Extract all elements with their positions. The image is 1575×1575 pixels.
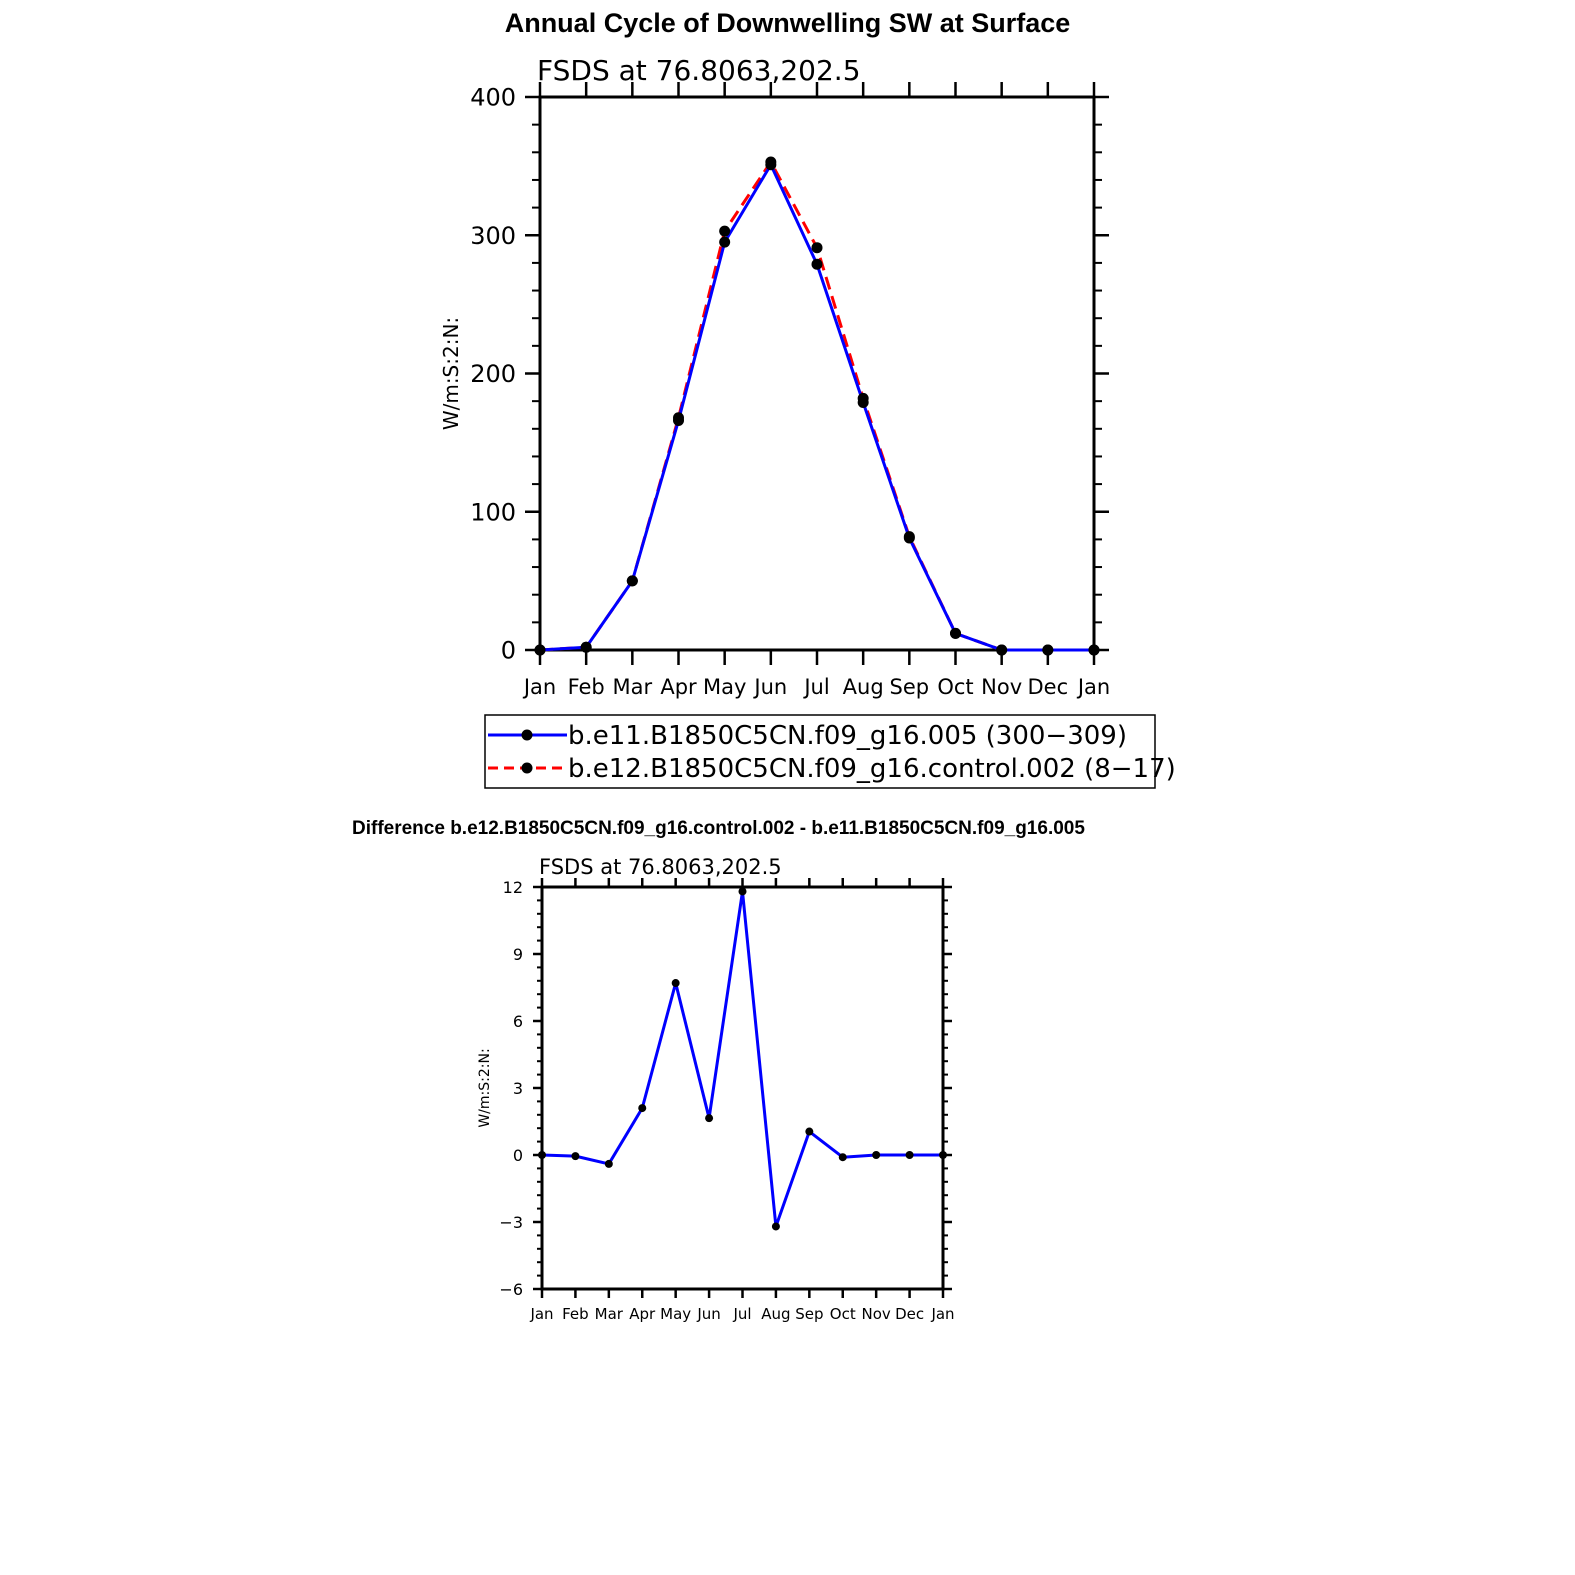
legend-label: b.e11.B1850C5CN.f09_g16.005 (300−309) <box>568 721 1127 751</box>
plot-frame <box>540 885 945 1291</box>
series-line <box>539 160 1094 652</box>
y-tick-label: 3 <box>513 1079 523 1098</box>
legend-label: b.e12.B1850C5CN.f09_g16.control.002 (8−1… <box>568 754 1176 784</box>
data-point <box>811 258 823 270</box>
x-tick-label: Jan <box>522 675 556 699</box>
y-tick-label: 0 <box>501 637 516 665</box>
data-point <box>671 979 680 988</box>
data-point <box>534 644 546 656</box>
y-tick-label: 300 <box>470 222 516 250</box>
x-tick-label: Jun <box>752 675 787 699</box>
data-point <box>638 1104 647 1113</box>
y-tick-label: 400 <box>470 84 516 112</box>
y-tick-label: 100 <box>470 498 516 526</box>
data-point <box>719 236 731 248</box>
x-tick-label: Mar <box>595 1305 624 1323</box>
plot-frame <box>538 95 1096 652</box>
data-point <box>996 644 1008 656</box>
data-point <box>838 1153 847 1162</box>
y-tick-label: 12 <box>503 878 523 897</box>
x-tick-label: Oct <box>830 1305 856 1323</box>
data-point <box>626 575 638 587</box>
x-tick-label: Jul <box>802 675 829 699</box>
x-tick-label: Apr <box>660 675 697 699</box>
data-point <box>705 1114 714 1123</box>
x-tick-label: Apr <box>629 1305 656 1323</box>
x-tick-label: Jan <box>930 1305 954 1323</box>
data-point <box>538 1151 546 1159</box>
series-line <box>539 163 1094 652</box>
x-tick-label: Sep <box>890 675 930 699</box>
data-point <box>771 1222 780 1231</box>
difference-chart-title: Difference b.e12.B1850C5CN.f09_g16.contr… <box>352 818 1085 839</box>
data-point <box>580 641 592 653</box>
x-tick-label: May <box>660 1305 691 1323</box>
y-axis-label: W/m:S:2:N: <box>477 1048 493 1127</box>
x-tick-label: Nov <box>981 675 1022 699</box>
x-tick-label: Jun <box>696 1305 720 1323</box>
x-tick-label: Jul <box>732 1305 751 1323</box>
data-point <box>571 1152 580 1161</box>
x-tick-label: Dec <box>1028 675 1069 699</box>
x-tick-label: Sep <box>795 1305 823 1323</box>
data-point <box>950 627 961 639</box>
data-point <box>673 412 684 424</box>
legend: b.e11.B1850C5CN.f09_g16.005 (300−309)b.e… <box>484 714 1176 789</box>
chart-title: Annual Cycle of Downwelling SW at Surfac… <box>504 8 1071 38</box>
data-point <box>738 887 747 896</box>
data-point <box>811 242 823 254</box>
y-tick-label: 6 <box>513 1012 523 1031</box>
x-tick-label: Aug <box>843 675 884 699</box>
chart-subtitle: FSDS at 76.8063,202.5 <box>537 54 861 87</box>
x-tick-label: Aug <box>761 1305 790 1323</box>
series-line <box>541 889 943 1228</box>
data-point <box>805 1127 814 1136</box>
x-tick-label: Nov <box>862 1305 891 1323</box>
x-tick-label: May <box>703 675 746 699</box>
y-tick-label: −3 <box>499 1213 523 1232</box>
legend-marker <box>521 729 533 741</box>
legend-marker <box>521 762 533 774</box>
data-point <box>903 531 915 543</box>
y-tick-label: 200 <box>470 360 516 388</box>
difference-chart: FSDS at 76.8063,202.5 Jan Feb Mar Apr May Jun J… <box>477 855 955 1323</box>
y-tick-label: 9 <box>513 945 523 964</box>
y-tick-label: −6 <box>499 1280 523 1299</box>
data-point <box>857 392 869 404</box>
data-point <box>1042 644 1054 656</box>
data-point <box>719 225 731 237</box>
x-tick-label: Oct <box>937 675 973 699</box>
x-tick-label: Jan <box>1076 675 1110 699</box>
x-tick-label: Feb <box>568 675 605 699</box>
y-tick-label: 0 <box>513 1146 523 1165</box>
data-point <box>872 1151 881 1159</box>
y-axis-label: W/m:S:2:N: <box>439 317 463 430</box>
x-tick-label: Dec <box>895 1305 924 1323</box>
data-point <box>765 156 777 168</box>
data-point <box>939 1151 947 1159</box>
chart-subtitle: FSDS at 76.8063,202.5 <box>539 855 782 879</box>
data-point <box>1088 644 1100 656</box>
legend-box <box>484 714 1156 789</box>
data-point <box>905 1151 914 1159</box>
x-tick-label: Jan <box>529 1305 553 1323</box>
annual-cycle-chart: FSDS at 76.8063,202.5 Jan Feb Mar Apr May Jun J… <box>439 54 1176 789</box>
x-tick-label: Mar <box>613 675 653 699</box>
data-point <box>604 1159 613 1168</box>
x-tick-label: Feb <box>562 1305 589 1323</box>
